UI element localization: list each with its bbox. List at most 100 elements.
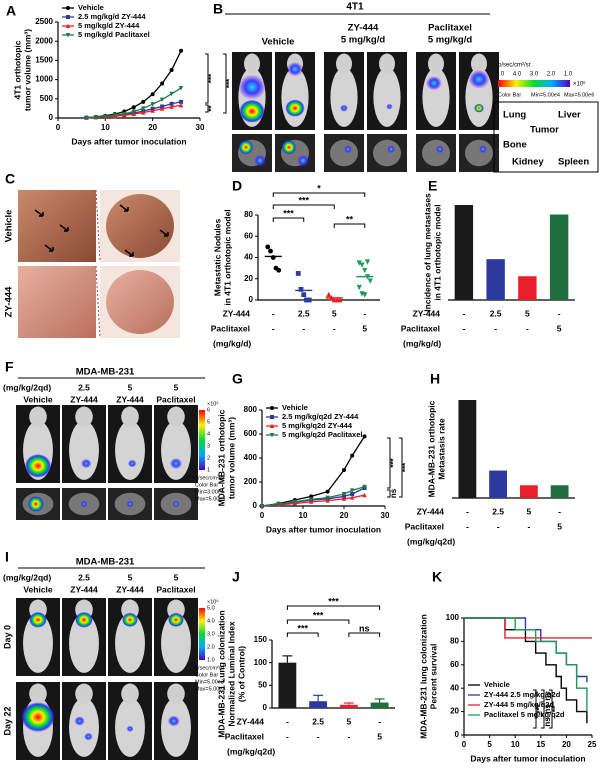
signal — [74, 716, 85, 726]
group-label: ZY-444 — [348, 23, 379, 34]
marker — [325, 498, 330, 503]
sig-bracket — [272, 192, 366, 197]
x-tick-label: 25 — [588, 740, 597, 749]
sig-bracket — [387, 437, 391, 489]
arrow — [124, 249, 134, 257]
series-line — [261, 494, 365, 507]
y-axis-label: MDA-MB-231 orthotopic — [426, 400, 436, 497]
row-cell: 5 — [557, 521, 562, 531]
y-axis-label: tumor volume (mm³) — [22, 29, 32, 111]
marker — [301, 292, 307, 298]
panel-label: A — [6, 3, 16, 19]
bar — [278, 662, 297, 708]
sig-bracket — [533, 689, 537, 729]
row-cell: - — [497, 521, 500, 531]
y-tick-label: 400 — [244, 453, 258, 462]
colorbar-info: Max=5.00e4 — [195, 686, 225, 692]
y-tick-label: 150 — [254, 635, 268, 644]
marker — [131, 105, 136, 110]
organ-label: Lung — [503, 110, 526, 121]
panel-label: K — [432, 569, 442, 585]
mouse-head — [75, 406, 93, 427]
y-tick-label: 60 — [244, 231, 253, 240]
y-tick-label: 800 — [244, 405, 258, 414]
sig-bracket — [286, 605, 381, 610]
colorbar-tick: 4 — [207, 431, 210, 437]
panel-title: 4T1 — [346, 2, 364, 13]
mouse-body — [23, 613, 53, 673]
significance: *** — [328, 596, 339, 606]
marker — [362, 292, 368, 298]
x-tick-label: 10 — [101, 123, 110, 132]
colorbar-tick: 5 — [207, 419, 210, 425]
y-tick-label: 0 — [263, 703, 268, 712]
y-tick-label: 40 — [244, 253, 253, 262]
y-tick-label: 0 — [253, 501, 258, 510]
marker — [337, 297, 343, 303]
signal — [254, 154, 266, 167]
colorbar-tick: 3 — [207, 443, 210, 449]
row-cell: - — [333, 323, 336, 333]
legend-label: Vehicle — [282, 403, 308, 412]
arrow — [44, 244, 54, 252]
colorbar-tick: 2.0 — [547, 72, 556, 78]
significance: *** — [298, 195, 309, 205]
sig-bracket — [286, 632, 319, 637]
y-axis-label: MDA-MB-231 orthotopic — [216, 409, 226, 506]
y-axis-label: MDA-MB-231 Lung colonization — [216, 610, 226, 738]
marker — [341, 492, 347, 497]
row-cell: - — [272, 308, 275, 318]
x-tick-label: 5 — [487, 740, 492, 749]
bar — [339, 704, 358, 708]
panel-title: MDA-MB-231 — [76, 557, 135, 568]
row-cell: - — [526, 323, 529, 333]
y-tick-label: 0 — [455, 730, 460, 739]
dose-unit: (mg/kg/2qd) — [3, 572, 51, 582]
signal — [479, 145, 487, 154]
y-axis-label: Metastasis rate — [436, 418, 446, 480]
legend-marker — [270, 406, 274, 410]
x-tick-label: 20 — [148, 123, 157, 132]
colorbar — [199, 410, 205, 470]
marker — [150, 92, 155, 97]
significance: ns — [543, 717, 552, 727]
sig-bracket — [541, 715, 545, 729]
sig-bracket — [205, 53, 209, 104]
panel-title: MDA-MB-231 — [76, 367, 135, 378]
zoom-line — [95, 265, 101, 339]
marker — [341, 496, 347, 501]
panel-label: G — [232, 371, 243, 387]
y-tick-label: 1000 — [35, 75, 53, 84]
y-axis-label: Metastatic Nodules — [212, 218, 222, 296]
unit-label: (mg/kg/d) — [403, 338, 441, 348]
colorbar-tick: 3.0 — [530, 72, 539, 78]
unit-label: (mg/kg/q2d) — [407, 536, 455, 546]
y-tick-label: 200 — [244, 477, 258, 486]
significance: * — [317, 183, 321, 193]
x-tick-label: 30 — [381, 511, 390, 520]
legend-label: Vehicle — [78, 3, 104, 12]
organ — [465, 139, 493, 167]
marker — [84, 115, 89, 121]
group-label: 5 mg/kg/d — [428, 35, 473, 46]
arrow — [59, 224, 69, 232]
marker — [150, 102, 155, 107]
x-tick-label: 10 — [511, 740, 520, 749]
signal — [386, 103, 393, 110]
marker — [122, 111, 127, 117]
marker — [159, 106, 165, 111]
sig-bracket — [205, 104, 209, 113]
legend-marker — [66, 15, 70, 19]
colorbar-info: Min=5.00e4 — [531, 92, 560, 98]
signal — [238, 74, 266, 100]
y-axis-label: tumor volume (mm³) — [226, 417, 236, 499]
y-axis-label: MDA-MB-231 lung colonization — [418, 614, 428, 739]
colorbar-info: Min=3.00e4 — [195, 489, 224, 495]
marker — [169, 91, 174, 97]
mouse-head — [167, 683, 185, 704]
colorbar-scale: ×10⁶ — [207, 400, 219, 407]
sig-bracket — [549, 689, 553, 729]
row-cell: 5 — [347, 716, 352, 726]
legend-label: 5 mg/kg/q2d ZY-444 — [282, 421, 353, 430]
legend-label: ZY-444 5 mg/kg/q2d — [484, 700, 554, 709]
